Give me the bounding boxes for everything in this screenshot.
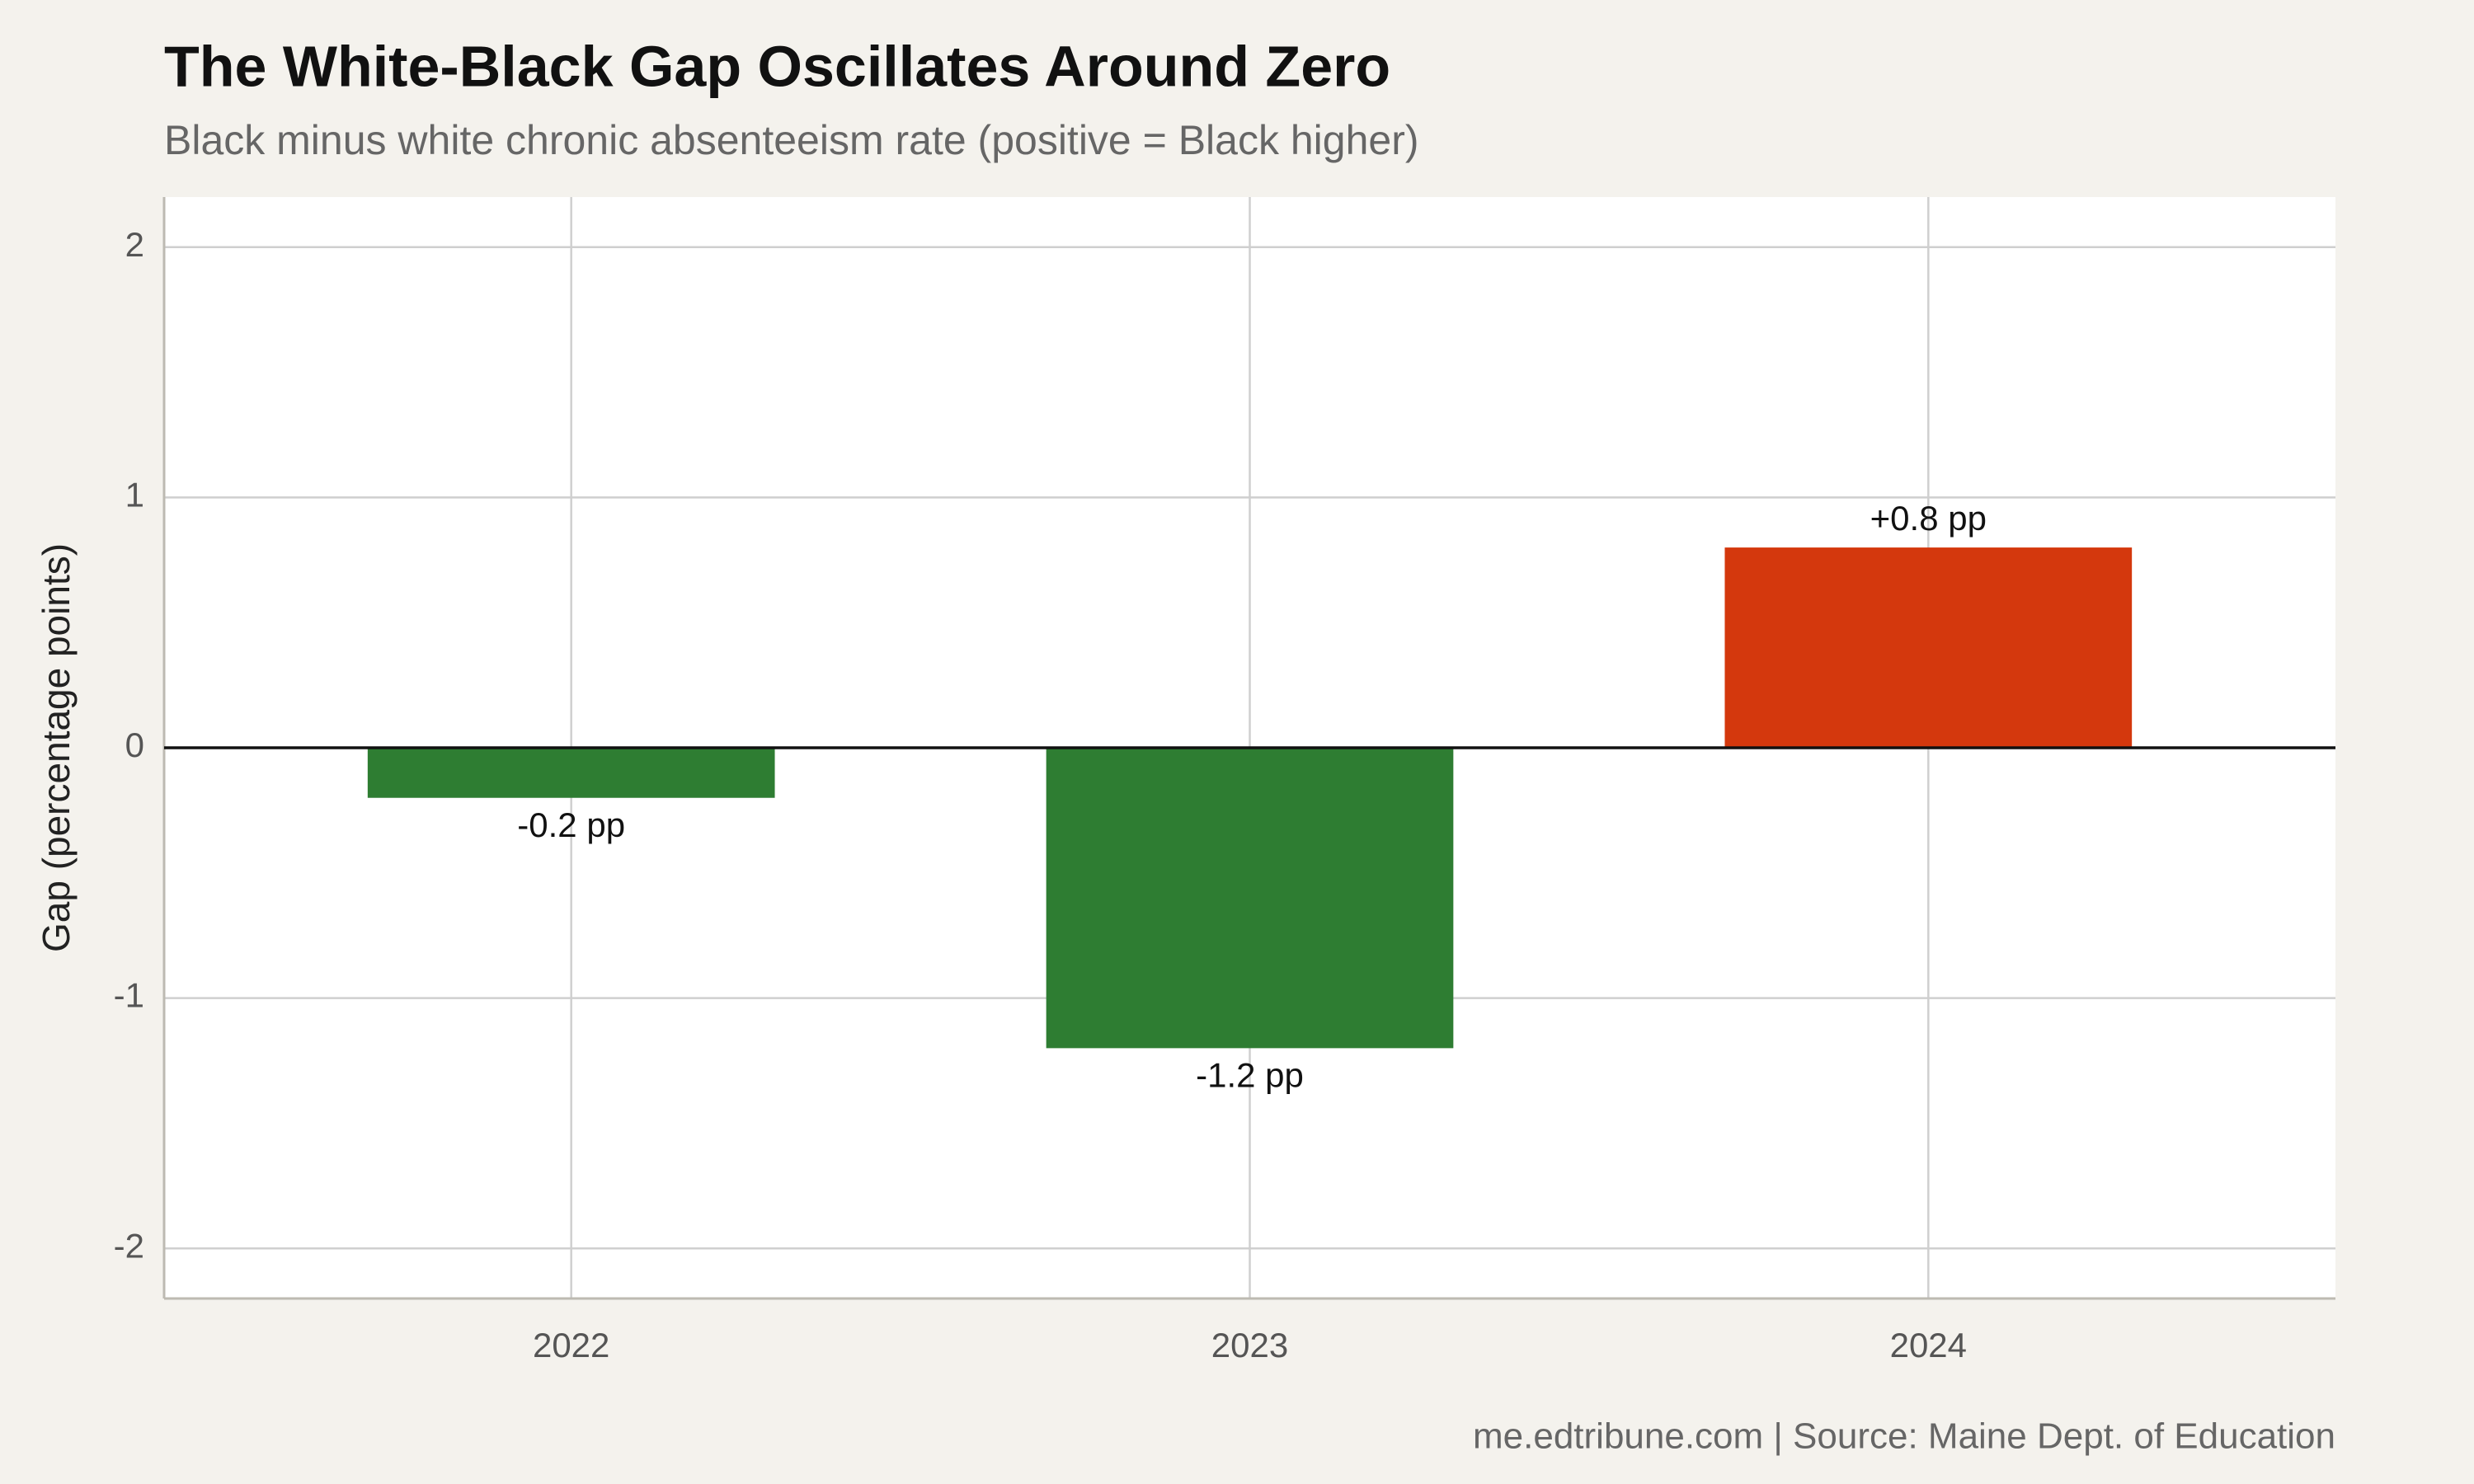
x-tick-label: 2022 <box>533 1326 609 1364</box>
chart-subtitle: Black minus white chronic absenteeism ra… <box>164 117 1419 163</box>
y-tick-label: 1 <box>125 475 144 514</box>
bar <box>1724 547 2133 748</box>
y-tick-label: 2 <box>125 225 144 264</box>
y-tick-label: -1 <box>114 976 144 1015</box>
caption: me.edtribune.com | Source: Maine Dept. o… <box>1473 1416 2335 1457</box>
chart-title: The White-Black Gap Oscillates Around Ze… <box>164 34 1390 98</box>
value-label: +0.8 pp <box>1870 499 1987 538</box>
y-axis-label: Gap (percentage points) <box>35 543 78 952</box>
bar <box>367 748 775 798</box>
bar <box>1046 748 1454 1049</box>
value-label: -0.2 pp <box>517 805 625 844</box>
y-tick-label: 0 <box>125 726 144 764</box>
x-tick-label: 2024 <box>1890 1326 1967 1364</box>
x-tick-label: 2023 <box>1211 1326 1288 1364</box>
value-label: -1.2 pp <box>1196 1055 1304 1094</box>
y-tick-label: -2 <box>114 1226 144 1265</box>
